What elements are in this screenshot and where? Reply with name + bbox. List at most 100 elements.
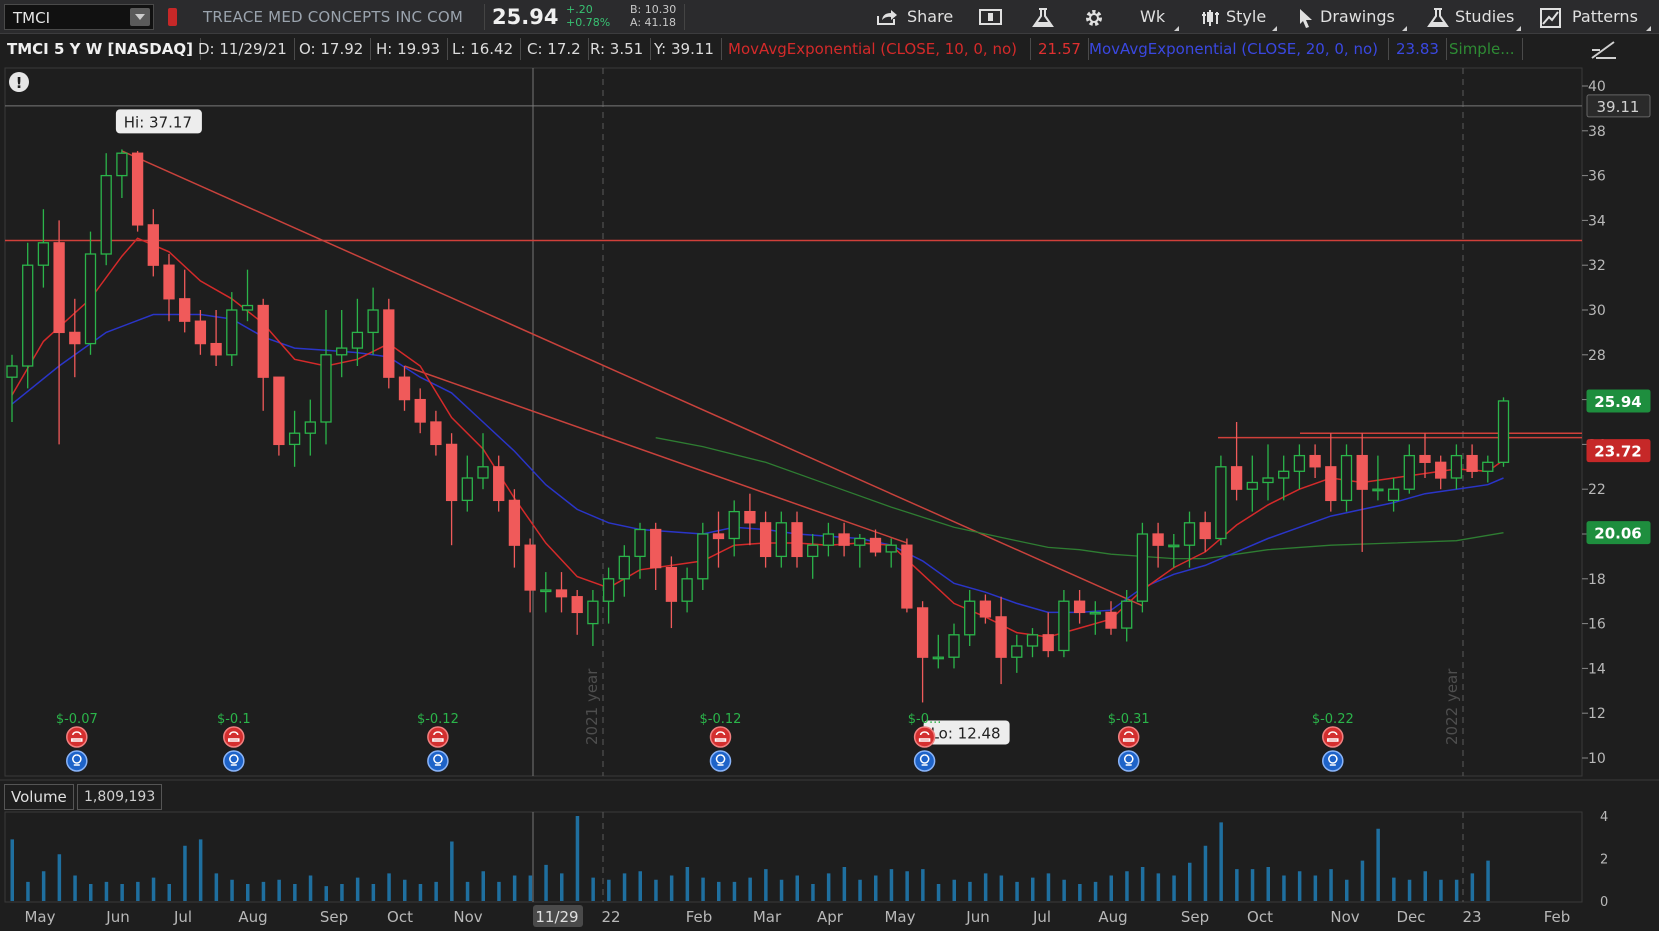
candle-body: [869, 537, 882, 553]
price-tick-label: 36: [1588, 169, 1606, 185]
chart-info-bar: TMCI 5 Y W [NASDAQ] D: 11/29/21 O: 17.92…: [0, 36, 1582, 62]
trendline: [404, 365, 908, 544]
volume-bar: [826, 873, 831, 901]
drawings-button[interactable]: Drawings: [1296, 0, 1408, 34]
volume-bar: [1046, 873, 1051, 901]
corner-menu-icon: [1272, 26, 1277, 31]
volume-bar: [1329, 869, 1333, 901]
chart-title[interactable]: TMCI 5 Y W [NASDAQ]: [0, 38, 201, 60]
share-button[interactable]: Share: [875, 0, 955, 34]
timeframe-button[interactable]: Wk: [1140, 0, 1180, 34]
symbol-input[interactable]: TMCI: [13, 9, 51, 27]
earnings-phone-icon: [709, 726, 732, 748]
candle-body: [194, 320, 207, 345]
earnings-phone-glyph: [918, 731, 931, 742]
time-axis-label: 23: [1462, 908, 1481, 926]
price-tag: [1586, 521, 1651, 545]
candle-body: [179, 298, 191, 322]
volume-value: 1,809,193: [77, 784, 163, 810]
time-axis-label: Apr: [817, 908, 844, 926]
volume-bar: [1219, 822, 1223, 901]
volume-title[interactable]: Volume: [4, 784, 74, 810]
volume-bar: [654, 879, 658, 901]
candle-body: [744, 510, 756, 524]
flask-icon: [1032, 8, 1054, 27]
candle-body: [1262, 477, 1274, 484]
volume-bar: [41, 871, 46, 901]
candle-body: [320, 354, 332, 423]
gear-icon: [1086, 10, 1102, 26]
dividend-bulb-icon: [913, 750, 936, 772]
price-chart[interactable]: 40383634323028262422201816141210MayJunJu…: [0, 62, 1659, 931]
symbol-selector[interactable]: TMCI: [4, 4, 154, 30]
candle-body: [1356, 454, 1368, 490]
volume-bars: [10, 816, 1490, 901]
candle-body: [1387, 488, 1400, 502]
time-axis-label: 11/29: [535, 908, 578, 926]
price-tick-label: 34: [1588, 213, 1606, 229]
candle-body: [383, 309, 395, 378]
candle-body: [1183, 522, 1196, 546]
price-tick-label: 28: [1588, 348, 1606, 364]
style-button[interactable]: Style: [1200, 0, 1277, 34]
bar-date: D: 11/29/21: [191, 38, 295, 60]
flask-button[interactable]: [1032, 0, 1056, 34]
horizontal-lines[interactable]: [5, 239, 1582, 439]
time-axis-label: Oct: [1247, 908, 1273, 926]
volume-bar: [779, 879, 784, 901]
drawing-tool-icon[interactable]: [1590, 38, 1618, 62]
candle-body: [1105, 611, 1117, 629]
candle-body: [571, 596, 583, 614]
sma-label[interactable]: Simple...: [1442, 38, 1523, 60]
candle-body: [336, 347, 348, 356]
candle-body: [351, 331, 364, 349]
dividend-bulb-icon: [709, 750, 732, 772]
earnings-phone-icon: [223, 726, 245, 748]
volume-bar: [26, 881, 30, 901]
price-tick-label: 16: [1588, 617, 1606, 633]
patterns-icon: [1540, 8, 1561, 28]
volume-bar: [167, 884, 171, 901]
ema10-label[interactable]: MovAvgExponential (CLOSE, 10, 0, no): [728, 40, 1017, 58]
dividend-bulb-icon: [66, 750, 88, 772]
volume-bar: [591, 877, 595, 901]
volume-bar: [842, 867, 847, 901]
price-tick-label: 10: [1588, 751, 1606, 767]
time-axis-label: May: [24, 908, 55, 926]
candle-body: [1073, 600, 1086, 614]
chevron-down-icon[interactable]: [130, 8, 150, 26]
volume-bar: [999, 875, 1004, 901]
price-tick-label: 32: [1588, 258, 1606, 274]
dividend-bulb-glyph: [433, 754, 443, 766]
ema20-label[interactable]: MovAvgExponential (CLOSE, 20, 0, no): [1089, 40, 1378, 58]
volume-bar: [465, 881, 470, 901]
candlestick-series: [6, 149, 1510, 703]
trendlines[interactable]: [121, 150, 1143, 607]
time-axis-label: Sep: [1181, 908, 1209, 926]
price-tick-label: 30: [1588, 303, 1606, 319]
volume-bar: [1439, 879, 1443, 901]
volume-panel-frame: [4, 811, 1583, 903]
studies-flask-icon: [1427, 8, 1449, 27]
price-tag-label: 23.72: [1594, 443, 1641, 461]
volume-bar: [874, 875, 878, 901]
candle-body: [1309, 454, 1321, 468]
candle-body: [681, 578, 693, 602]
corner-menu-icon: [1402, 26, 1407, 31]
candle-body: [398, 376, 411, 401]
volume-bar: [1015, 881, 1019, 901]
alert-flag-icon[interactable]: [168, 8, 177, 26]
studies-button[interactable]: Studies: [1427, 0, 1521, 34]
flexible-grid-button[interactable]: [979, 0, 1005, 34]
candle-body: [979, 600, 992, 618]
volume-bar: [701, 877, 705, 901]
patterns-button[interactable]: Patterns: [1540, 0, 1652, 34]
candle-body: [445, 443, 458, 502]
volume-bar: [246, 884, 250, 901]
time-axis-label: Sep: [320, 908, 348, 926]
dividend-bulb-glyph: [919, 754, 930, 766]
volume-bar: [403, 879, 407, 901]
bar-y-value: Y: 39.11: [647, 38, 722, 60]
crosshair-date-tag: [533, 905, 583, 927]
settings-button[interactable]: [1083, 0, 1109, 34]
